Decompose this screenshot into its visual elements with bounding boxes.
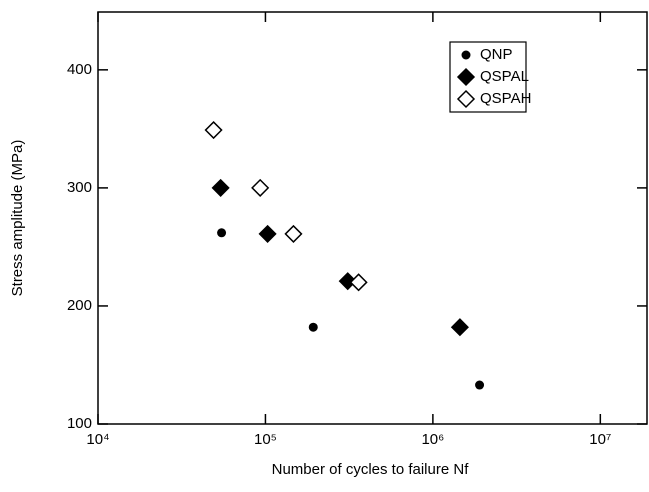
data-point bbox=[211, 178, 230, 197]
x-tick-label: 10⁵ bbox=[254, 431, 277, 448]
plot-frame bbox=[97, 11, 648, 425]
x-tick-label: 10⁷ bbox=[589, 431, 611, 448]
data-point bbox=[308, 322, 318, 332]
y-axis-label: Stress amplitude (MPa) bbox=[9, 140, 26, 297]
y-tick-label: 300 bbox=[67, 179, 92, 196]
legend-marker bbox=[461, 50, 471, 60]
y-tick-label: 200 bbox=[67, 297, 92, 314]
data-point bbox=[475, 380, 485, 390]
data-point bbox=[204, 120, 223, 140]
y-tick-label: 400 bbox=[67, 61, 92, 78]
data-point bbox=[284, 224, 303, 243]
data-point bbox=[217, 228, 227, 238]
legend-label: QSPAL bbox=[480, 68, 529, 85]
x-axis-label: Number of cycles to failure Nf bbox=[272, 461, 470, 478]
y-tick-label: 100 bbox=[67, 415, 92, 432]
data-point bbox=[450, 318, 469, 337]
data-point bbox=[349, 273, 368, 292]
legend-marker bbox=[456, 89, 476, 109]
x-tick-label: 10⁴ bbox=[86, 431, 109, 448]
x-tick-label: 10⁶ bbox=[421, 431, 444, 448]
data-point bbox=[338, 272, 357, 291]
data-point bbox=[258, 224, 277, 243]
legend-marker bbox=[456, 67, 476, 87]
data-point bbox=[251, 178, 270, 197]
legend-label: QNP bbox=[480, 46, 513, 63]
legend-label: QSPAH bbox=[480, 90, 531, 107]
